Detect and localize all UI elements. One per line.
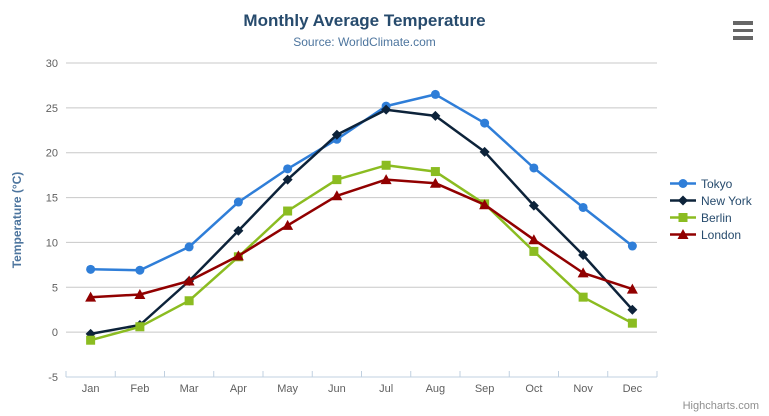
legend-label: London — [701, 227, 742, 242]
y-axis-title: Temperature (°C) — [10, 172, 24, 269]
series-london[interactable] — [85, 174, 638, 302]
data-point-marker[interactable] — [626, 283, 638, 294]
x-axis-label: Oct — [525, 383, 542, 395]
data-point-marker[interactable] — [430, 110, 441, 121]
series-line[interactable] — [89, 93, 634, 272]
data-point-marker[interactable] — [86, 264, 96, 274]
data-point-marker[interactable] — [430, 167, 440, 177]
data-point-marker[interactable] — [479, 146, 490, 157]
data-point-marker[interactable] — [283, 164, 293, 174]
data-point-marker[interactable] — [627, 318, 637, 328]
data-point-marker[interactable] — [331, 190, 343, 201]
legend-item-tokyo[interactable]: Tokyo — [670, 175, 752, 192]
x-axis-label: Sep — [475, 383, 495, 395]
series-tokyo[interactable] — [86, 89, 637, 275]
legend-label: Berlin — [701, 210, 732, 225]
y-axis-label: 20 — [46, 148, 58, 160]
data-point-marker[interactable] — [479, 199, 491, 210]
x-axis-label: Jan — [82, 383, 100, 395]
data-point-marker[interactable] — [381, 104, 392, 115]
data-point-marker[interactable] — [528, 200, 539, 211]
x-axis-label: Apr — [230, 383, 247, 395]
legend: Tokyo New York Berlin London — [670, 175, 752, 243]
series-berlin[interactable] — [86, 160, 637, 345]
data-point-marker[interactable] — [480, 118, 490, 128]
data-point-marker[interactable] — [135, 265, 145, 275]
x-axis-label: Feb — [130, 383, 149, 395]
x-axis-label: Dec — [623, 383, 643, 395]
x-axis-label: May — [277, 383, 298, 395]
data-point-marker[interactable] — [282, 174, 293, 185]
legend-item-berlin[interactable]: Berlin — [670, 209, 752, 226]
export-menu-button[interactable] — [732, 19, 754, 42]
data-point-marker[interactable] — [529, 163, 539, 173]
hamburger-icon — [733, 28, 753, 33]
data-point-marker[interactable] — [184, 296, 194, 306]
data-point-marker[interactable] — [86, 335, 96, 345]
y-axis-label: -5 — [48, 372, 58, 384]
x-axis-label: Jul — [379, 383, 393, 395]
data-point-marker[interactable] — [331, 129, 342, 140]
hamburger-icon — [733, 36, 753, 40]
x-axis-label: Mar — [180, 383, 199, 395]
data-point-marker[interactable] — [233, 197, 243, 207]
y-axis-label: 10 — [46, 237, 58, 249]
legend-item-new-york[interactable]: New York — [670, 192, 752, 209]
data-point-marker[interactable] — [528, 234, 540, 245]
series-new-york[interactable] — [85, 104, 638, 339]
legend-marker-triangle-icon — [670, 229, 696, 239]
data-point-marker[interactable] — [282, 219, 294, 230]
data-point-marker[interactable] — [429, 177, 441, 188]
data-point-marker[interactable] — [529, 246, 539, 256]
data-point-marker[interactable] — [430, 89, 440, 99]
chart-title: Monthly Average Temperature — [243, 11, 486, 30]
y-axis-label: 5 — [52, 282, 58, 294]
series-line[interactable] — [89, 178, 634, 299]
legend-marker-circle-icon — [670, 179, 696, 188]
hamburger-icon — [733, 21, 753, 25]
series-line[interactable] — [89, 108, 634, 336]
x-axis-label: Nov — [573, 383, 593, 395]
data-point-marker[interactable] — [233, 225, 244, 236]
legend-label: New York — [701, 193, 752, 208]
data-point-marker[interactable] — [627, 241, 637, 251]
data-point-marker[interactable] — [578, 292, 588, 302]
chart-subtitle: Source: WorldClimate.com — [293, 35, 436, 49]
data-point-marker[interactable] — [332, 175, 342, 185]
data-point-marker[interactable] — [183, 275, 195, 286]
legend-label: Tokyo — [701, 176, 733, 191]
legend-marker-square-icon — [670, 213, 696, 222]
series-line[interactable] — [89, 164, 634, 342]
y-axis-label: 30 — [46, 58, 58, 70]
data-point-marker[interactable] — [232, 250, 244, 261]
data-point-marker[interactable] — [577, 267, 589, 278]
x-axis-label: Jun — [328, 383, 346, 395]
data-point-marker[interactable] — [578, 202, 588, 212]
credits-link[interactable]: Highcharts.com — [682, 400, 759, 412]
data-point-marker[interactable] — [381, 160, 391, 170]
y-axis-label: 25 — [46, 103, 58, 115]
legend-marker-diamond-icon — [670, 195, 696, 206]
legend-item-london[interactable]: London — [670, 226, 752, 243]
x-axis-label: Aug — [426, 383, 446, 395]
y-axis-label: 15 — [46, 193, 58, 205]
data-point-marker[interactable] — [85, 291, 97, 302]
data-point-marker[interactable] — [627, 304, 638, 315]
y-axis-label: 0 — [52, 327, 58, 339]
data-point-marker[interactable] — [578, 249, 589, 260]
data-point-marker[interactable] — [184, 242, 194, 252]
data-point-marker[interactable] — [134, 288, 146, 299]
data-point-marker[interactable] — [135, 322, 145, 332]
data-point-marker[interactable] — [283, 206, 293, 216]
data-point-marker[interactable] — [380, 174, 392, 185]
